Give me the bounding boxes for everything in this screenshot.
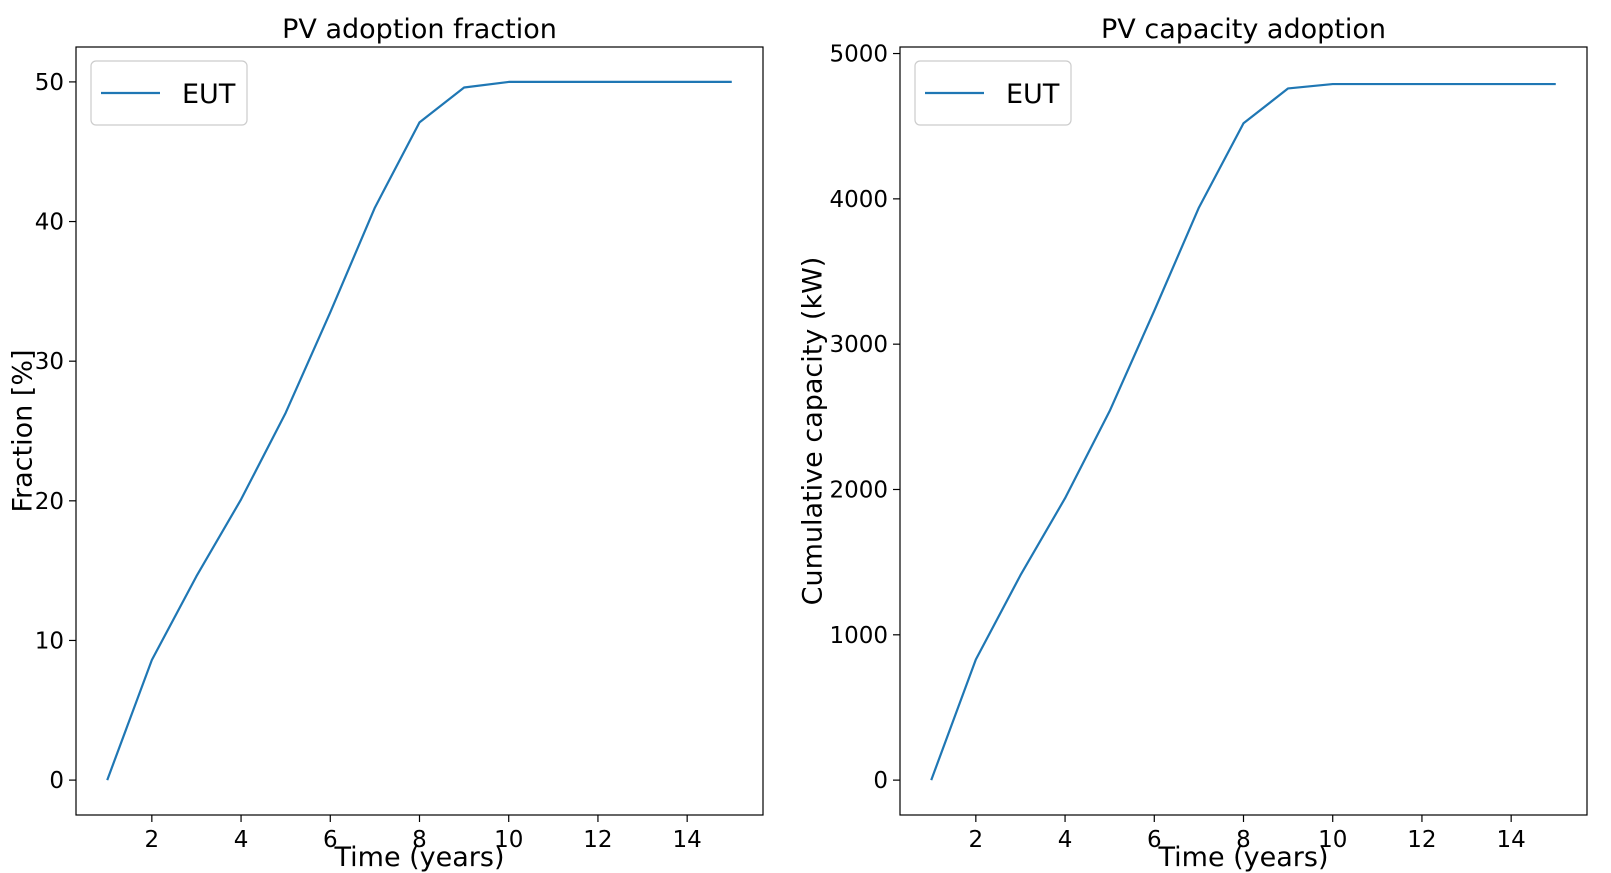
adoption-fraction-y-tick-label: 20	[35, 489, 64, 515]
adoption-fraction-legend: EUT	[90, 60, 248, 126]
capacity-adoption-legend-box	[914, 60, 1072, 126]
capacity-adoption-x-tick-label: 14	[1497, 827, 1526, 853]
capacity-adoption-x-tick-label: 8	[1236, 827, 1251, 853]
adoption-fraction-y-axis-label: Fraction [%]	[8, 349, 39, 512]
capacity-adoption-chart: 2 4 6 8 10 12 14 0 1000 2000 3000 4000 5000 PV capaci…	[798, 14, 1588, 873]
capacity-adoption-x-tick-label: 2	[969, 827, 984, 853]
capacity-adoption-x-tick-label: 6	[1147, 827, 1162, 853]
adoption-fraction-chart-title: PV adoption fraction	[282, 14, 557, 45]
capacity-adoption-x-tick-label: 12	[1407, 827, 1436, 853]
adoption-fraction-y-tick-label: 40	[35, 210, 64, 236]
capacity-adoption-y-tick-label: 5000	[829, 42, 888, 68]
capacity-adoption-y-tick-label: 4000	[829, 187, 888, 213]
adoption-fraction-x-tick-label: 2	[145, 827, 160, 853]
adoption-fraction-x-tick-label: 12	[583, 827, 612, 853]
adoption-fraction-x-tick-label: 6	[323, 827, 338, 853]
capacity-adoption-y-tick-label: 0	[873, 768, 888, 794]
adoption-fraction-axes-frame	[75, 46, 764, 816]
capacity-adoption-y-tick-label: 3000	[829, 332, 888, 358]
adoption-fraction-legend-box	[90, 60, 248, 126]
capacity-adoption-legend: EUT	[914, 60, 1072, 126]
adoption-fraction-y-tick-label: 10	[35, 628, 64, 654]
adoption-fraction-y-tick-label: 30	[35, 349, 64, 375]
adoption-fraction-x-tick-label: 8	[412, 827, 427, 853]
capacity-adoption-chart-title: PV capacity adoption	[1101, 14, 1386, 45]
capacity-adoption-axes-frame	[899, 46, 1588, 816]
capacity-adoption-y-tick-label: 2000	[829, 477, 888, 503]
capacity-adoption-x-tick-label: 10	[1318, 827, 1347, 853]
adoption-fraction-x-tick-label: 10	[494, 827, 523, 853]
capacity-adoption-legend-label: EUT	[1006, 79, 1060, 110]
adoption-fraction-x-tick-label: 14	[673, 827, 702, 853]
capacity-adoption-x-tick-label: 4	[1058, 827, 1073, 853]
capacity-adoption-y-axis-label: Cumulative capacity (kW)	[798, 257, 829, 606]
adoption-fraction-legend-label: EUT	[182, 79, 236, 110]
adoption-fraction-x-axis-label: Time (years)	[333, 842, 504, 873]
adoption-fraction-x-tick-label: 4	[234, 827, 249, 853]
adoption-fraction-y-tick-label: 0	[49, 768, 64, 794]
adoption-fraction-chart: 2 4 6 8 10 12 14 0 10 20 30 40 50 PV adoption fractio…	[8, 14, 764, 873]
adoption-fraction-y-tick-label: 50	[35, 70, 64, 96]
capacity-adoption-x-axis-label: Time (years)	[1157, 842, 1328, 873]
capacity-adoption-series-line-eut	[930, 82, 1556, 781]
capacity-adoption-y-tick-label: 1000	[829, 623, 888, 649]
adoption-fraction-series-line-eut	[106, 80, 732, 781]
